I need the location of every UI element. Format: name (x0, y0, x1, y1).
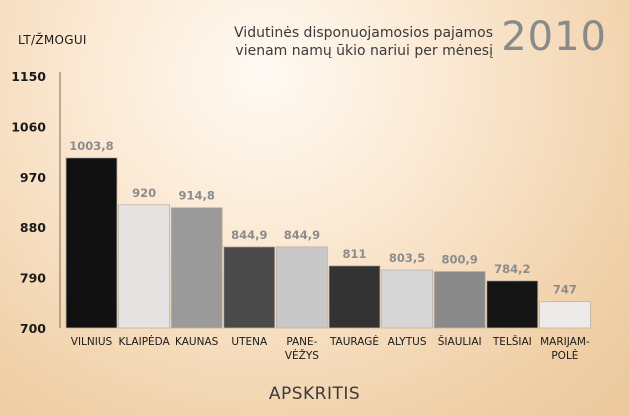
x-category-label: MARIJAM- (540, 336, 590, 348)
bar-value-label: 914,8 (179, 189, 215, 203)
y-tick-label: 790 (20, 271, 46, 286)
x-category-label: POLĖ (551, 349, 578, 362)
chart-year: 2010 (501, 14, 607, 60)
bar (170, 207, 223, 329)
x-category-label: UTENA (231, 336, 268, 348)
x-category-label: VĖŽYS (285, 349, 319, 362)
bar (118, 204, 170, 329)
y-axis-unit-label: LT/ŽMOGUI (18, 33, 87, 47)
x-category-label: KLAIPĖDA (118, 335, 170, 348)
x-category-label: PANE- (286, 336, 317, 348)
x-category-label: TELŠIAI (492, 335, 532, 348)
bar (486, 280, 539, 329)
y-tick-label: 970 (20, 170, 46, 185)
bar-value-label: 800,9 (442, 252, 478, 266)
bar (328, 265, 381, 329)
chart-title-line-1: Vidutinės disponuojamosios pajamos (234, 25, 493, 41)
chart-title: Vidutinės disponuojamosios pajamos viena… (234, 24, 493, 60)
chart-title-line-2: vienam namų ūkio nariui per mėnesį (235, 43, 493, 59)
y-tick-label: 880 (20, 220, 46, 235)
x-category-label: ŠIAULIAI (438, 335, 482, 348)
x-category-label: VILNIUS (71, 336, 113, 348)
x-axis-title: APSKRITIS (268, 384, 361, 404)
bar (381, 269, 434, 329)
y-tick-label: 1150 (11, 69, 46, 84)
bar-value-label: 811 (342, 247, 366, 261)
bar-value-label: 920 (132, 186, 156, 200)
bar-value-label: 844,9 (284, 228, 320, 242)
bar (539, 301, 591, 329)
bar-value-label: 747 (553, 283, 577, 297)
bar-value-label: 803,5 (389, 251, 425, 265)
bar (275, 246, 328, 329)
bar (223, 246, 276, 329)
x-category-label: KAUNAS (175, 336, 219, 348)
bar (433, 271, 486, 329)
bar-value-label: 1003,8 (69, 139, 113, 153)
y-tick-label: 700 (20, 321, 46, 336)
y-tick-label: 1060 (11, 119, 46, 134)
bar (65, 157, 118, 329)
bar-value-label: 844,9 (231, 228, 267, 242)
bar-value-label: 784,2 (494, 262, 530, 276)
x-category-label: TAURAGĖ (329, 335, 379, 348)
x-category-label: ALYTUS (388, 336, 427, 348)
